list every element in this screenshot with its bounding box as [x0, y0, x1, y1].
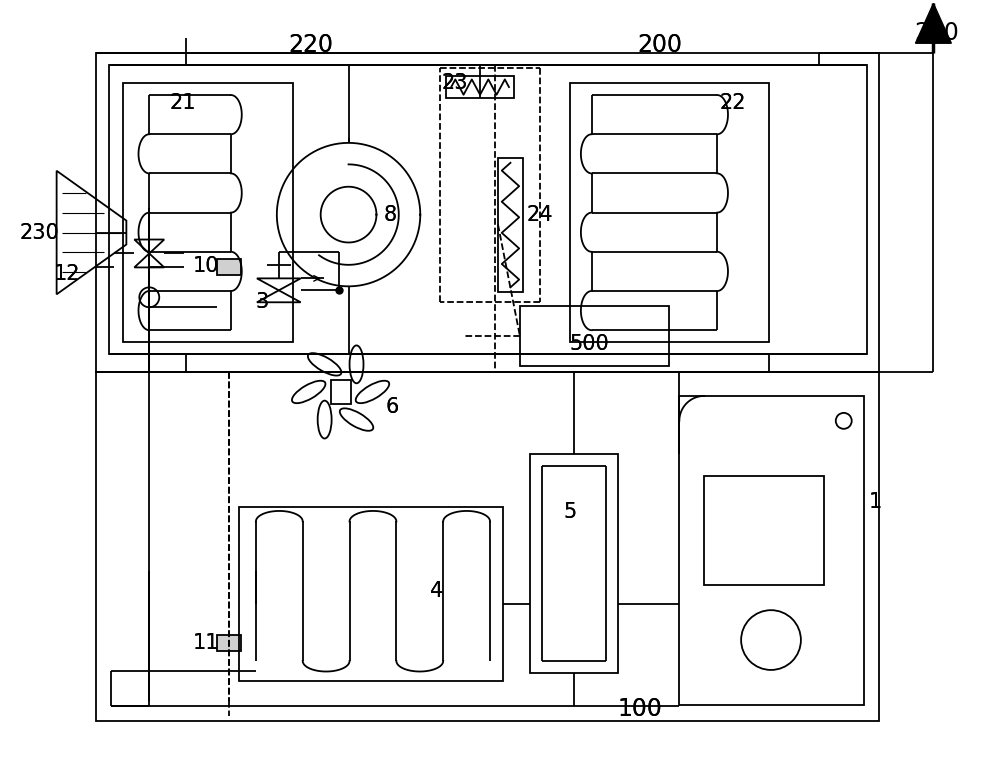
Text: 3: 3 — [256, 293, 269, 312]
Text: 1: 1 — [869, 491, 882, 511]
Text: 12: 12 — [53, 264, 80, 284]
Text: 6: 6 — [385, 397, 399, 417]
Text: 21: 21 — [169, 93, 196, 113]
Text: 200: 200 — [637, 34, 682, 57]
Text: 3: 3 — [256, 293, 269, 312]
Bar — [446, 76, 514, 98]
Text: 11: 11 — [193, 633, 219, 653]
Bar — [530, 453, 618, 673]
Text: 200: 200 — [637, 34, 682, 57]
Text: 220: 220 — [288, 34, 333, 57]
Bar — [331, 380, 351, 404]
Text: 210: 210 — [914, 21, 959, 45]
Bar — [520, 306, 669, 366]
Text: 24: 24 — [527, 205, 553, 225]
Text: 24: 24 — [527, 205, 553, 225]
Text: 6: 6 — [385, 397, 399, 417]
Bar — [679, 396, 864, 705]
Text: 100: 100 — [617, 696, 662, 721]
Bar — [96, 53, 879, 372]
Bar — [570, 83, 769, 342]
Bar — [123, 83, 293, 342]
Text: 230: 230 — [20, 223, 60, 242]
Text: 10: 10 — [193, 257, 219, 277]
Text: 230: 230 — [20, 223, 60, 242]
Text: 8: 8 — [384, 205, 397, 225]
Text: 8: 8 — [384, 205, 397, 225]
Text: 22: 22 — [719, 93, 746, 113]
Text: 100: 100 — [617, 696, 662, 721]
Text: 5: 5 — [563, 501, 576, 521]
Text: 220: 220 — [288, 34, 333, 57]
Bar — [109, 66, 867, 354]
Bar — [239, 507, 503, 681]
Text: 22: 22 — [719, 93, 746, 113]
Text: 4: 4 — [430, 581, 444, 601]
Bar — [96, 372, 879, 721]
Bar — [217, 635, 241, 651]
Text: 500: 500 — [570, 334, 610, 354]
Text: 500: 500 — [570, 334, 610, 354]
Bar — [498, 158, 523, 293]
Polygon shape — [915, 3, 951, 43]
Bar — [217, 259, 241, 275]
Text: 1: 1 — [869, 491, 882, 511]
Text: 12: 12 — [53, 264, 80, 284]
Text: 4: 4 — [430, 581, 444, 601]
Text: 10: 10 — [193, 257, 219, 277]
Text: 21: 21 — [169, 93, 196, 113]
Text: 23: 23 — [442, 73, 468, 93]
Bar — [704, 475, 824, 585]
Text: 23: 23 — [442, 73, 468, 93]
Text: 11: 11 — [193, 633, 219, 653]
Text: 5: 5 — [563, 501, 576, 521]
